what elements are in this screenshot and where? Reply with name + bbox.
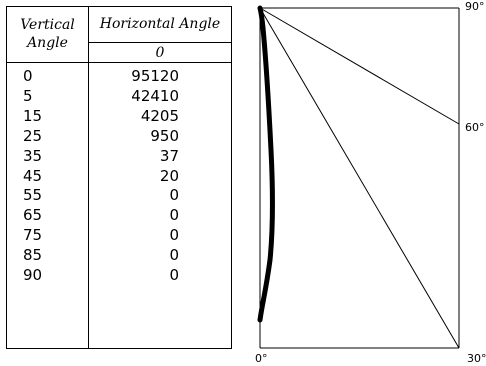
table-row-vertical-angle: 85 [23,246,43,265]
intensity-table: Vertical Angle Horizontal Angle 0 0 95120… [6,6,232,349]
angle-label-30: 30° [467,352,486,365]
table-row-intensity-value: 20 [159,166,179,185]
horizontal-angle-header: Horizontal Angle [99,16,221,32]
reference-line-30-degree [259,7,460,349]
table-row-vertical-angle: 0 [23,67,33,85]
table-row-vertical-angle: 55 [23,186,43,205]
vertical-angle-header-line2: Angle [27,35,68,51]
horizontal-angle-value: 0 [155,45,165,61]
table-row-intensity-value: 42410 [131,86,179,105]
table-row-intensity-value: 0 [169,246,179,265]
table-row-intensity-value: 0 [169,206,179,225]
vertical-angle-header-line1: Vertical [20,17,75,33]
table-row-intensity-value: 37 [159,146,179,165]
table-row-vertical-angle: 75 [23,226,43,245]
table-row-intensity-value: 4205 [140,106,179,125]
intensity-curve [257,5,275,323]
reference-line-60-degree [259,7,460,125]
table-row-vertical-angle: 65 [23,206,43,225]
table-column-divider [88,7,89,348]
table-row-vertical-angle: 35 [23,146,43,165]
header-subdivider [88,42,231,43]
angle-label-60: 60° [465,121,485,134]
table-row-vertical-angle: 45 [23,166,43,185]
angle-label-0: 0° [255,352,268,365]
table-row-vertical-angle: 90 [23,266,43,284]
table-row-intensity-value: 95120 [131,67,179,85]
table-row-vertical-angle: 5 [23,86,33,105]
table-row-vertical-angle: 25 [23,126,43,145]
table-row-intensity-value: 0 [169,186,179,205]
table-row-intensity-value: 0 [169,266,179,284]
table-row-vertical-angle: 15 [23,106,43,125]
table-row-intensity-value: 0 [169,226,179,245]
angle-label-90: 90° [465,0,485,13]
header-divider [7,62,231,63]
table-row-intensity-value: 950 [150,126,179,145]
